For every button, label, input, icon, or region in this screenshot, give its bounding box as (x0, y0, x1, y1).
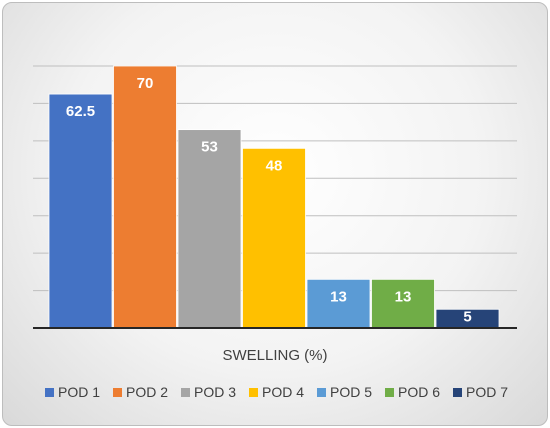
legend: POD 1 POD 2 POD 3 POD 4 POD 5 POD 6 POD 7 (45, 384, 508, 400)
legend-item-pod-5: POD 5 (317, 384, 372, 400)
legend-item-pod-4: POD 4 (249, 384, 304, 400)
legend-label: POD 4 (262, 384, 304, 400)
legend-label: POD 2 (126, 384, 168, 400)
data-label-pod-1: 62.5 (66, 103, 95, 120)
data-label-pod-7: 5 (463, 308, 471, 325)
bar-pod-2 (113, 65, 177, 329)
legend-swatch (385, 388, 394, 397)
legend-item-pod-6: POD 6 (385, 384, 440, 400)
legend-swatch (317, 388, 326, 397)
legend-item-pod-2: POD 2 (113, 384, 168, 400)
legend-swatch (249, 388, 258, 397)
legend-label: POD 7 (466, 384, 508, 400)
legend-item-pod-7: POD 7 (453, 384, 508, 400)
legend-swatch (45, 388, 54, 397)
legend-item-pod-1: POD 1 (45, 384, 100, 400)
legend-swatch (453, 388, 462, 397)
bar-pod-4 (242, 147, 306, 329)
legend-label: POD 3 (194, 384, 236, 400)
x-axis-title: SWELLING (%) (222, 347, 327, 364)
data-label-pod-3: 53 (201, 139, 218, 156)
bar-pod-1 (48, 93, 113, 329)
data-label-pod-2: 70 (137, 75, 154, 92)
data-label-pod-4: 48 (266, 157, 283, 174)
legend-label: POD 5 (330, 384, 372, 400)
data-labels: 62.5 70 53 48 13 13 5 (66, 75, 472, 325)
legend-label: POD 1 (58, 384, 100, 400)
data-label-pod-6: 13 (395, 288, 412, 305)
bars (48, 65, 500, 329)
legend-swatch (113, 388, 122, 397)
bar-pod-3 (177, 129, 242, 329)
legend-swatch (181, 388, 190, 397)
legend-item-pod-3: POD 3 (181, 384, 236, 400)
legend-label: POD 6 (398, 384, 440, 400)
bar-pod-6 (371, 278, 435, 329)
data-label-pod-5: 13 (330, 288, 347, 305)
